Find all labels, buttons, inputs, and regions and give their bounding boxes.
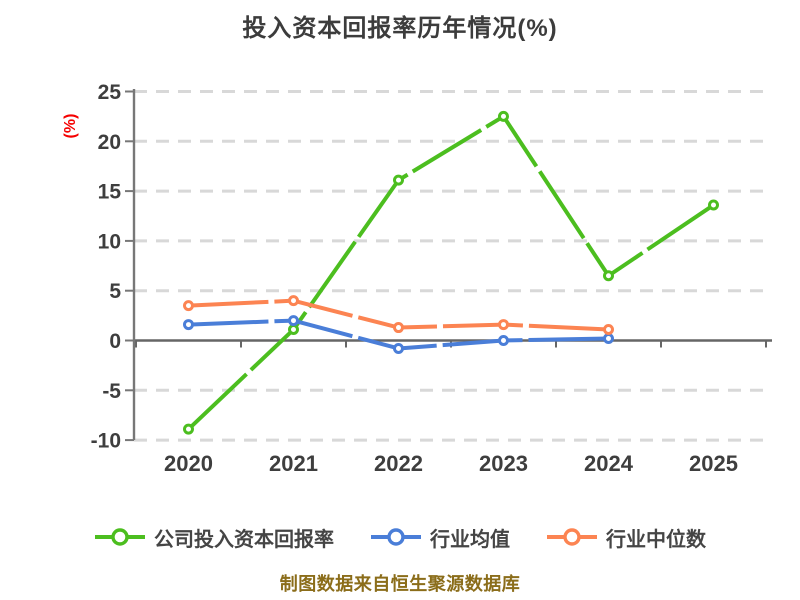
data-point-industry-median-2023 (498, 319, 509, 331)
y-tick-label: -10 (91, 430, 121, 453)
legend-marker-company-roic (95, 528, 145, 546)
chart-title: 投入资本回报率历年情况(%) (242, 15, 558, 42)
data-point-company-roic-2025 (708, 199, 719, 211)
data-point-industry-median-2022 (393, 322, 404, 334)
data-point-industry-median-2024 (603, 324, 614, 336)
x-tick-label: 2021 (269, 451, 318, 476)
chart-legend: 公司投入资本回报率 行业均值 行业中位数 (0, 522, 800, 552)
y-tick-label: 25 (98, 81, 122, 104)
legend-item-industry-mean: 行业均值 (370, 523, 510, 552)
y-tick-label: 5 (109, 280, 121, 303)
series-line-company-roic (187, 114, 715, 431)
y-tick-label: 0 (109, 330, 121, 353)
x-tick-label: 2023 (479, 451, 528, 476)
y-tick-label: 10 (98, 230, 121, 253)
data-point-industry-mean-2022 (393, 342, 404, 354)
y-tick-label: 15 (98, 181, 122, 204)
y-tick-label: 20 (98, 131, 121, 154)
x-tick-label: 2024 (584, 451, 634, 476)
x-tick-label: 2022 (374, 451, 423, 476)
x-tick-label: 2025 (689, 451, 738, 476)
legend-item-company-roic: 公司投入资本回报率 (94, 523, 334, 552)
data-point-company-roic-2022 (393, 174, 404, 186)
data-point-industry-mean-2023 (498, 335, 509, 346)
legend-item-industry-median: 行业中位数 (546, 523, 706, 552)
data-point-company-roic-2024 (603, 270, 614, 282)
data-point-industry-median-2020 (183, 300, 194, 312)
data-point-industry-mean-2024 (603, 333, 614, 345)
data-point-company-roic-2023 (498, 110, 509, 122)
y-tick-label: -5 (102, 380, 121, 403)
data-point-company-roic-2020 (183, 423, 194, 435)
data-point-industry-mean-2020 (183, 319, 194, 331)
data-source-note: 制图数据来自恒生聚源数据库 (279, 574, 521, 594)
legend-marker-industry-mean (371, 528, 421, 546)
data-point-industry-median-2021 (288, 295, 299, 307)
legend-label-company-roic: 公司投入资本回报率 (154, 528, 334, 551)
legend-label-industry-median: 行业中位数 (606, 528, 706, 551)
legend-label-industry-mean: 行业均值 (430, 528, 510, 551)
data-point-industry-mean-2021 (288, 315, 299, 327)
legend-marker-industry-median (547, 528, 597, 546)
data-point-company-roic-2021 (288, 324, 299, 336)
x-tick-label: 2020 (164, 451, 213, 476)
